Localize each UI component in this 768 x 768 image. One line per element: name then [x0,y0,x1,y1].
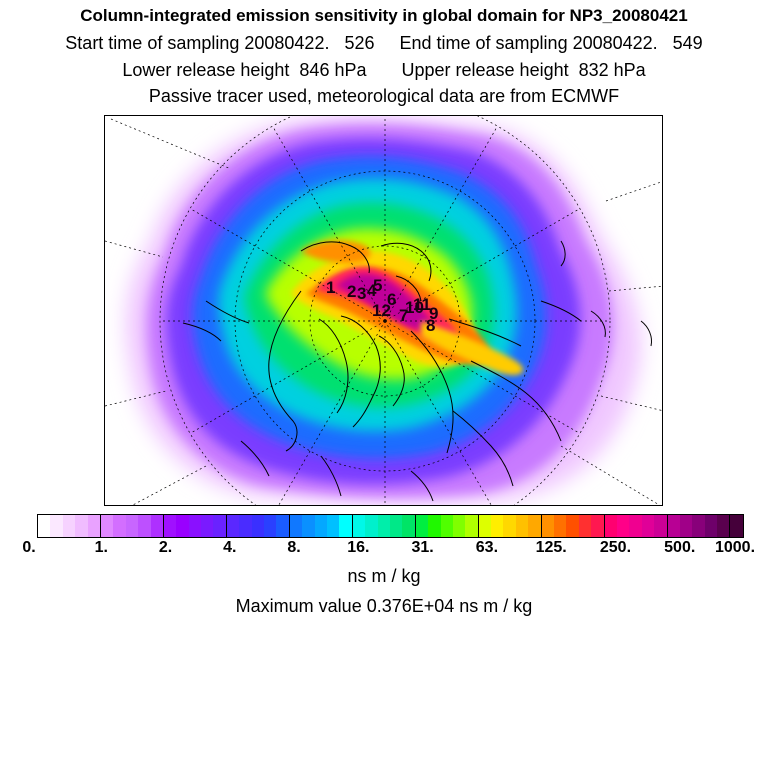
colorbar-cell [554,515,567,537]
colorbar-cell [465,515,478,537]
colorbar-tick-label: 2. [158,539,173,556]
colorbar-cell [389,515,403,537]
colorbar-cell [578,515,592,537]
receptor-label: 12 [372,301,391,320]
colorbar-cell [440,515,453,537]
colorbar-cell [62,515,76,537]
colorbar-cell [201,515,214,537]
colorbar-unit: ns m / kg [347,566,421,586]
colorbar-cell [239,515,252,537]
colorbar-tick-label: 500. [664,539,696,556]
receptor-label: 1 [326,278,335,297]
colorbar-cell [503,515,516,537]
figure-title: Column-integrated emission sensitivity i… [80,6,688,25]
receptor-label: 2 [347,282,356,301]
colorbar-cell [276,515,289,537]
colorbar-cell [162,515,177,537]
colorbar-cell [402,515,415,537]
colorbar-cell [188,515,202,537]
colorbar-cell [87,515,100,537]
receptor-label: 8 [426,316,435,335]
colorbar-tick-label: 125. [535,539,567,556]
colorbar-tick-label: 1. [94,539,108,556]
colorbar-cell [176,515,189,537]
colorbar-cell [75,515,88,537]
colorbar-cell [491,515,504,537]
colorbar-cell [38,515,51,537]
colorbar-cell [288,515,303,537]
receptor-label: 6 [387,290,396,309]
colorbar-cell [264,515,277,537]
colorbar-cell [717,515,730,537]
sampling-time-line: Start time of sampling 20080422. 526 End… [65,33,703,53]
colorbar-cell [150,515,163,537]
colorbar-tick-label: 1000. [714,539,756,556]
receptor-label: 10 [405,298,424,317]
colorbar-tick-label: 250. [599,539,632,556]
colorbar-cell [365,515,378,537]
colorbar-cell [326,515,340,537]
colorbar-cell [213,515,226,537]
colorbar-cell [428,515,441,537]
colorbar-tick-label: 8. [287,539,301,556]
colorbar-tick-label: 16. [347,539,370,556]
colorbar-cell [113,515,126,537]
colorbar-cell [692,515,705,537]
graticule [105,116,662,505]
colorbar [37,514,744,538]
colorbar-cell [515,515,529,537]
receptor-label: 9 [429,304,438,323]
colorbar-cell [125,515,139,537]
colorbar-cell [138,515,151,537]
colorbar-cell [99,515,114,537]
colorbar-cell [603,515,617,537]
colorbar-tick-label: 63. [475,539,499,556]
colorbar-cell [251,515,265,537]
colorbar-cell [591,515,604,537]
receptor-label: 11 [413,295,431,314]
maximum-value: Maximum value 0.376E+04 ns m / kg [235,596,533,616]
colorbar-cell [679,515,693,537]
colorbar-cell [566,515,579,537]
receptor-label: 7 [399,306,408,325]
colorbar-cell [339,515,352,537]
colorbar-cell [540,515,555,537]
colorbar-cell [50,515,63,537]
colorbar-tick-label: 4. [223,539,237,556]
colorbar-cell [629,515,642,537]
colorbar-cell [654,515,667,537]
colorbar-cell [351,515,366,537]
colorbar-cell [641,515,655,537]
colorbar-cell [616,515,630,537]
colorbar-cell [414,515,429,537]
colorbar-cell [452,515,466,537]
receptor-label: 3 [357,284,366,303]
receptor-label: 4 [367,281,377,300]
receptor-label: 5 [373,276,382,295]
colorbar-cell [477,515,492,537]
colorbar-cell [302,515,315,537]
emission-sensitivity-map: 1 2 3 4 5 6 7 8 9 10 11 12 [104,115,663,506]
colorbar-tick-label: 31. [411,539,434,556]
colorbar-cell [729,515,743,537]
release-height-line: Lower release height 846 hPa Upper relea… [122,60,646,80]
colorbar-cell [666,515,680,537]
colorbar-cell [528,515,541,537]
colorbar-cell [314,515,327,537]
coastlines [182,240,652,502]
colorbar-tick-label: 0. [22,539,36,556]
tracer-info-line: Passive tracer used, meteorological data… [148,86,620,106]
colorbar-cell [704,515,718,537]
colorbar-cell [225,515,240,537]
receptor-labels: 1 2 3 4 5 6 7 8 9 10 11 12 [326,276,438,335]
colorbar-cell [377,515,390,537]
